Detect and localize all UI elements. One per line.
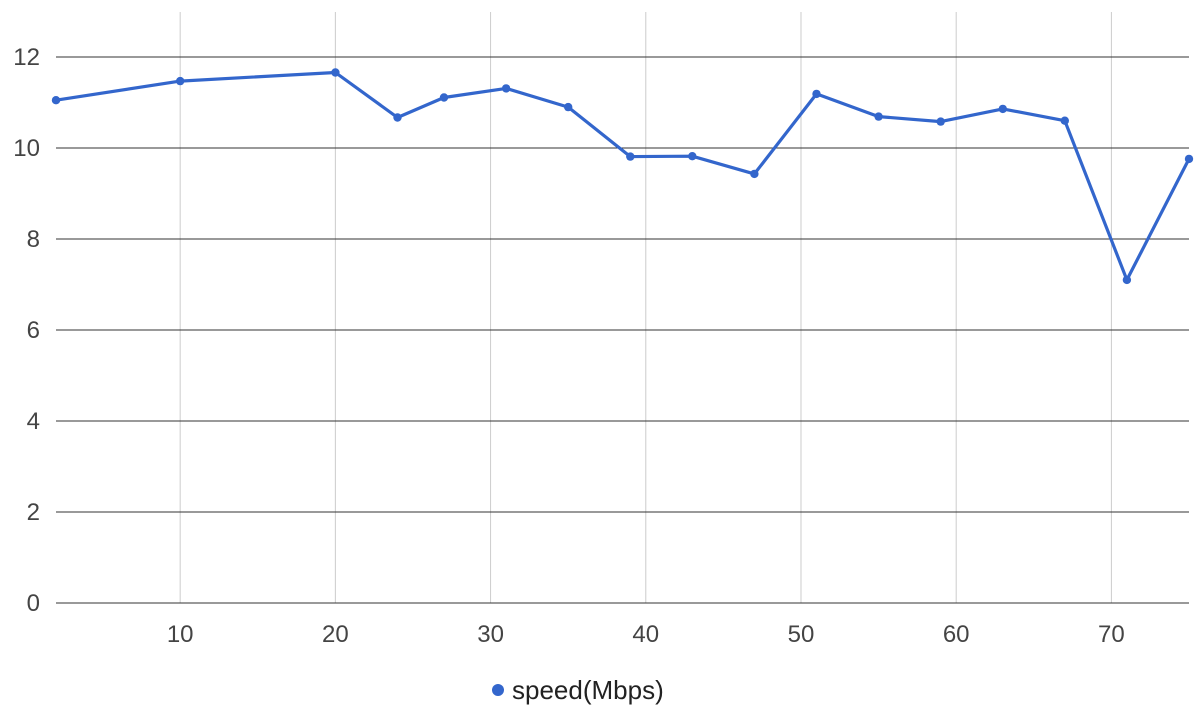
y-axis-tick-labels: 0 2 4 6 8 10 12	[13, 44, 40, 617]
series-group	[51, 68, 1194, 285]
y-tick-label-2: 2	[27, 499, 40, 526]
x-tick-label-40: 40	[632, 621, 659, 648]
data-point-15	[1122, 275, 1132, 285]
y-tick-label-12: 12	[13, 44, 40, 71]
x-tick-label-20: 20	[322, 621, 349, 648]
x-tick-label-60: 60	[943, 621, 970, 648]
series-line-0	[54, 70, 1191, 282]
data-point-12	[936, 117, 945, 126]
data-point-16	[1184, 154, 1194, 164]
data-point-4	[439, 93, 449, 102]
horizontal-gridlines	[56, 56, 1189, 604]
data-point-3	[393, 113, 402, 122]
data-point-2	[331, 68, 340, 77]
y-tick-label-8: 8	[27, 226, 40, 253]
y-tick-label-10: 10	[13, 135, 40, 162]
x-tick-label-50: 50	[788, 621, 815, 648]
y-tick-label-4: 4	[27, 408, 40, 435]
legend-swatch-speed	[492, 684, 504, 696]
x-tick-label-70: 70	[1098, 621, 1125, 648]
data-point-13	[998, 104, 1007, 114]
data-point-1	[176, 76, 185, 86]
legend: speed(Mbps)	[492, 675, 664, 705]
x-axis-tick-labels: 10 20 30 40 50 60 70	[167, 621, 1125, 648]
data-point-7	[626, 152, 635, 161]
data-point-10	[812, 89, 821, 99]
y-tick-label-0: 0	[27, 590, 40, 617]
data-point-6	[564, 102, 573, 112]
x-tick-label-10: 10	[167, 621, 194, 648]
data-point-8	[688, 152, 697, 161]
vertical-gridlines	[179, 12, 1112, 603]
data-point-5	[501, 84, 511, 93]
x-tick-label-30: 30	[477, 621, 504, 648]
data-point-11	[874, 112, 883, 121]
data-point-0	[51, 96, 61, 105]
y-tick-label-6: 6	[27, 317, 40, 344]
legend-label-speed: speed(Mbps)	[512, 675, 664, 705]
data-point-9	[750, 169, 759, 179]
data-point-14	[1060, 116, 1070, 125]
